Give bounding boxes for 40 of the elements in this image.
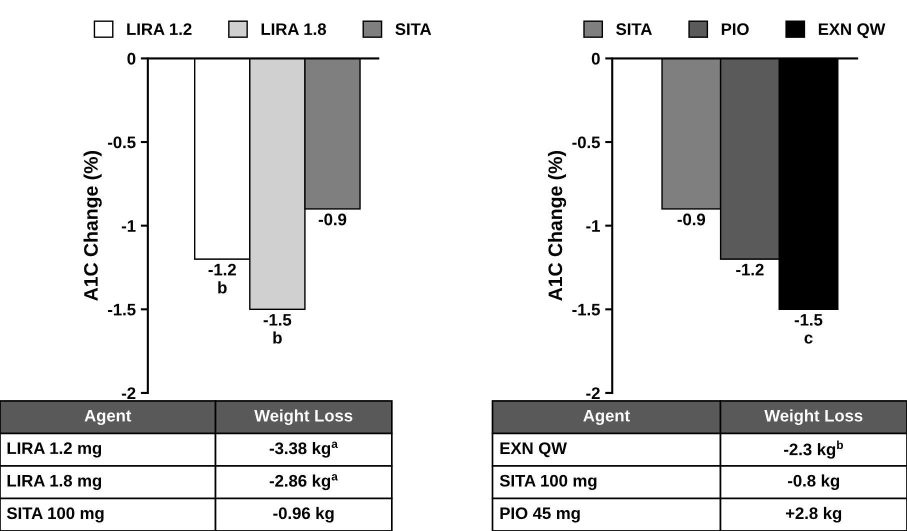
- text: -2.3 kg$^{b}$: [784, 440, 844, 459]
- text: SITA 100 mg: [500, 474, 596, 490]
- legend-label: EXN QW: [818, 23, 886, 38]
- data-label: -1.2 b: [208, 264, 236, 294]
- data-label: -0.9: [318, 214, 346, 226]
- data-label: -1.5 c: [794, 314, 822, 344]
- y-tick-label: -1.5: [108, 304, 136, 316]
- text: -0.8 kg: [788, 474, 840, 490]
- text: Agent: [583, 410, 630, 425]
- text: EXN QW: [500, 442, 567, 458]
- text: LIRA 1.8 mg: [8, 474, 102, 490]
- y-tick-label: 0: [592, 52, 600, 65]
- data-label: -0.9: [678, 214, 706, 226]
- y-tick-label: -0.5: [108, 136, 136, 148]
- text: +2.8 kg: [786, 506, 842, 523]
- y-tick-label: 0: [127, 52, 136, 65]
- y-tick-label: -1: [586, 220, 600, 232]
- text: -0.96 kg: [273, 506, 334, 523]
- text: SITA 100 mg: [6, 507, 104, 523]
- y-tick-label: -2: [586, 387, 600, 399]
- text: -2.86 kg$^{a}$: [270, 474, 338, 490]
- text: Agent: [84, 410, 132, 425]
- legend-label: PIO: [722, 23, 749, 36]
- series-label: SITA: [616, 23, 652, 36]
- text: Weight Loss: [764, 409, 862, 425]
- data-label: -1.2: [736, 264, 764, 276]
- y-tick-label: -1: [122, 220, 136, 232]
- text: PIO 45 mg: [500, 507, 580, 523]
- data-label: -1.5 b: [264, 314, 292, 344]
- text: -3.38 kg$^{a}$: [270, 442, 338, 458]
- text: Weight Loss: [254, 409, 352, 425]
- legend-label: LIRA 1.2: [127, 23, 192, 35]
- y-axis-title: A1C Change (%): [84, 151, 102, 301]
- y-axis-title: A1C Change (%): [548, 151, 566, 301]
- y-tick-label: -0.5: [572, 136, 600, 148]
- y-tick-label: -2: [122, 387, 136, 399]
- legend-label: LIRA 1.8: [262, 23, 326, 36]
- y-tick-label: -1.5: [572, 304, 600, 316]
- text: LIRA 1.2 mg: [8, 442, 102, 458]
- legend-label: SITA: [395, 23, 432, 36]
